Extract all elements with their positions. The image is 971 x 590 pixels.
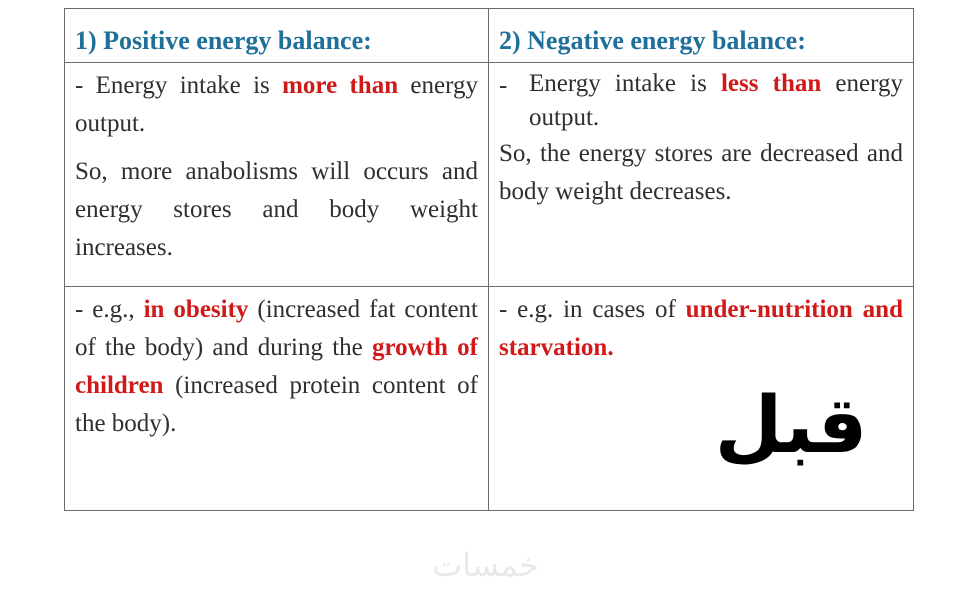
- negative-definition: - Energy intake is less than energy outp…: [499, 67, 903, 135]
- positive-effect: So, more anabolisms will occurs and ener…: [75, 158, 478, 261]
- highlight-under-nutrition: under-nutrition and starvation.: [499, 296, 903, 361]
- highlight-less-than: less than: [720, 70, 822, 97]
- text-fragment: (increased fat content of the body) and …: [75, 296, 478, 361]
- text-fragment: Energy intake is: [529, 70, 721, 97]
- examples-row: - e.g., in obesity (increased fat conten…: [64, 286, 914, 511]
- text-fragment: energy output.: [75, 72, 478, 137]
- header-row: 1) Positive energy balance: 2) Negative …: [64, 8, 914, 63]
- positive-definition: - Energy intake is more than energy outp…: [75, 67, 478, 143]
- negative-definition-cell: - Energy intake is less than energy outp…: [488, 62, 914, 287]
- header-positive: 1) Positive energy balance:: [64, 8, 489, 63]
- negative-examples-cell: - e.g. in cases of under-nutrition and s…: [488, 286, 914, 511]
- negative-effect: So, the energy stores are decreased and …: [499, 140, 903, 205]
- positive-definition-cell: - Energy intake is more than energy outp…: [64, 62, 489, 287]
- text-fragment: energy output.: [529, 70, 903, 131]
- definition-row: - Energy intake is more than energy outp…: [64, 62, 914, 287]
- watermark-logo: خمسات: [432, 546, 539, 584]
- positive-examples: - e.g., in obesity (increased fat conten…: [75, 291, 478, 443]
- arabic-stamp: قبل: [716, 379, 866, 473]
- positive-examples-cell: - e.g., in obesity (increased fat conten…: [64, 286, 489, 511]
- text-fragment: - Energy intake is: [75, 72, 283, 99]
- negative-examples: - e.g. in cases of under-nutrition and s…: [499, 291, 903, 367]
- stamp-text: قبل: [716, 381, 866, 471]
- highlight-in-obesity: in obesity: [143, 296, 249, 323]
- energy-balance-table: 1) Positive energy balance: 2) Negative …: [64, 8, 914, 511]
- header-negative: 2) Negative energy balance:: [488, 8, 914, 63]
- text-fragment: - e.g. in cases of: [499, 296, 686, 323]
- highlight-more-than: more than: [282, 72, 399, 99]
- text-fragment: (increased protein content of the body).: [75, 372, 478, 437]
- highlight-growth-of-children: growth of children: [75, 334, 478, 399]
- text-fragment: - e.g.,: [75, 296, 144, 323]
- dash: -: [499, 72, 508, 99]
